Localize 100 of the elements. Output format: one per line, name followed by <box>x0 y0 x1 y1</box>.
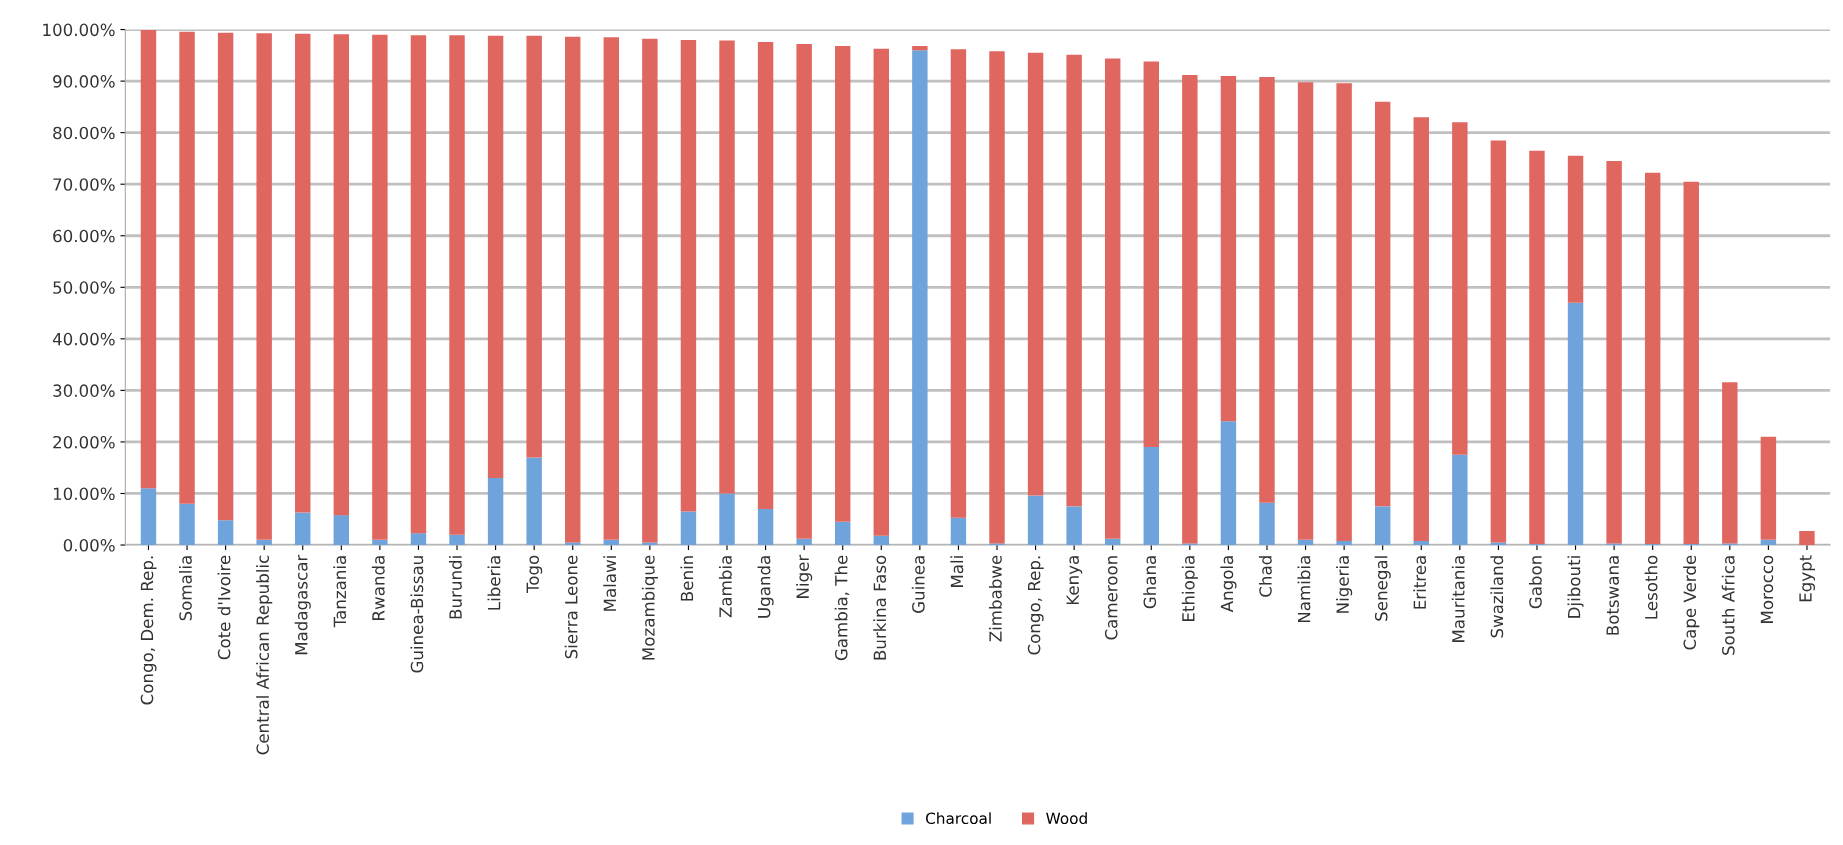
x-tick-label: Senegal <box>1374 556 1391 621</box>
bar <box>912 50 928 546</box>
y-tick-label: 10.00% <box>53 487 115 501</box>
bar <box>333 515 350 546</box>
bar <box>1182 74 1198 544</box>
bar <box>1297 82 1314 540</box>
y-tick-label: 100.00% <box>43 23 115 37</box>
bar <box>295 512 311 546</box>
x-tick-label: Zambia <box>718 556 732 618</box>
bar <box>1683 181 1699 544</box>
bar <box>449 534 465 546</box>
bar <box>565 36 581 543</box>
bar <box>1413 117 1429 541</box>
bar <box>603 37 620 540</box>
bar <box>217 32 234 521</box>
bar <box>680 39 697 512</box>
bar <box>835 46 851 522</box>
bar <box>642 38 658 543</box>
bar <box>1567 302 1584 546</box>
bar <box>642 542 658 546</box>
bar <box>140 488 157 546</box>
x-tick-label: Congo, Rep. <box>1027 556 1044 655</box>
bar <box>1143 447 1159 546</box>
bar <box>1104 58 1121 539</box>
x-tick-label: Ghana <box>1143 556 1157 609</box>
x-tick-label: Morocco <box>1760 555 1774 623</box>
bar <box>1336 540 1352 546</box>
bar <box>565 542 581 546</box>
bar <box>835 521 851 546</box>
bar <box>873 535 889 546</box>
x-tick-label: Togo <box>526 555 543 594</box>
bar <box>410 35 427 534</box>
y-tick-label: 0.00% <box>63 538 115 552</box>
bar <box>989 51 1005 544</box>
bar <box>719 40 735 494</box>
x-tick-label: Uganda <box>757 556 774 618</box>
bar <box>1452 122 1468 455</box>
bar <box>487 35 504 479</box>
x-tick-label: Swaziland <box>1490 556 1504 638</box>
y-tick-label: 50.00% <box>53 281 115 294</box>
bar <box>1104 538 1121 546</box>
bar <box>1027 52 1044 496</box>
x-tick-label: Eritrea <box>1413 556 1427 609</box>
bar <box>1452 454 1468 546</box>
bar <box>1490 542 1507 546</box>
bar <box>1143 61 1159 448</box>
bar <box>1220 421 1237 546</box>
x-tick-label: Egypt <box>1799 555 1816 602</box>
x-tick-label: Kenya <box>1066 556 1083 605</box>
bar <box>1529 150 1545 544</box>
bar <box>1259 502 1275 546</box>
x-tick-label: Namibia <box>1297 556 1311 623</box>
bar <box>950 517 967 546</box>
bar <box>796 44 812 539</box>
legend-label: Wood <box>1046 812 1087 825</box>
bar <box>1760 539 1777 546</box>
bar <box>757 41 774 509</box>
y-tick-label: 70.00% <box>53 178 115 191</box>
bar <box>256 539 272 546</box>
x-tick-label: Niger <box>796 554 813 598</box>
bar <box>179 31 195 504</box>
x-tick-label: Tanzania <box>333 556 347 628</box>
bar <box>449 35 465 535</box>
bar <box>1066 54 1082 507</box>
x-tick-label: Mauritania <box>1451 556 1465 642</box>
y-tick-label: 20.00% <box>53 435 115 449</box>
bar <box>873 48 889 536</box>
x-tick-label: Benin <box>680 556 694 601</box>
x-tick-label: Guinea <box>911 556 925 613</box>
bar <box>372 34 388 540</box>
y-tick-label: 30.00% <box>53 384 115 397</box>
bar <box>1722 382 1738 544</box>
x-tick-label: Cote d'Ivoire <box>217 555 231 660</box>
x-tick-label: Burundi <box>448 556 462 619</box>
bar <box>1297 539 1314 546</box>
x-tick-label: Angola <box>1220 556 1237 613</box>
x-tick-label: Guinea-Bissau <box>410 556 424 673</box>
bar <box>1374 101 1391 507</box>
x-tick-label: Gambia, The <box>834 555 850 661</box>
y-tick-label: 80.00% <box>53 126 115 140</box>
x-tick-label: Somalia <box>178 556 192 621</box>
x-tick-label: Botswana <box>1606 556 1619 635</box>
y-tick-label: 60.00% <box>53 229 115 243</box>
legend-label: Charcoal <box>925 812 991 825</box>
bar <box>295 33 311 513</box>
bar <box>796 538 812 546</box>
bar <box>719 493 735 546</box>
x-tick-label: Ethiopia <box>1181 556 1198 621</box>
bar <box>603 539 620 546</box>
x-tick-label: Lesotho <box>1644 555 1658 619</box>
bar <box>526 35 542 458</box>
bar <box>256 33 272 540</box>
x-tick-label: Chad <box>1258 556 1272 597</box>
bar <box>1027 495 1044 546</box>
x-tick-label: Nigeria <box>1336 556 1353 613</box>
x-tick-label: Congo, Dem. Rep. <box>140 556 157 705</box>
x-tick-label: Burkina Faso <box>873 555 887 660</box>
bar <box>912 46 928 51</box>
bar <box>1567 155 1584 303</box>
x-tick-label: Cape Verde <box>1683 555 1700 650</box>
